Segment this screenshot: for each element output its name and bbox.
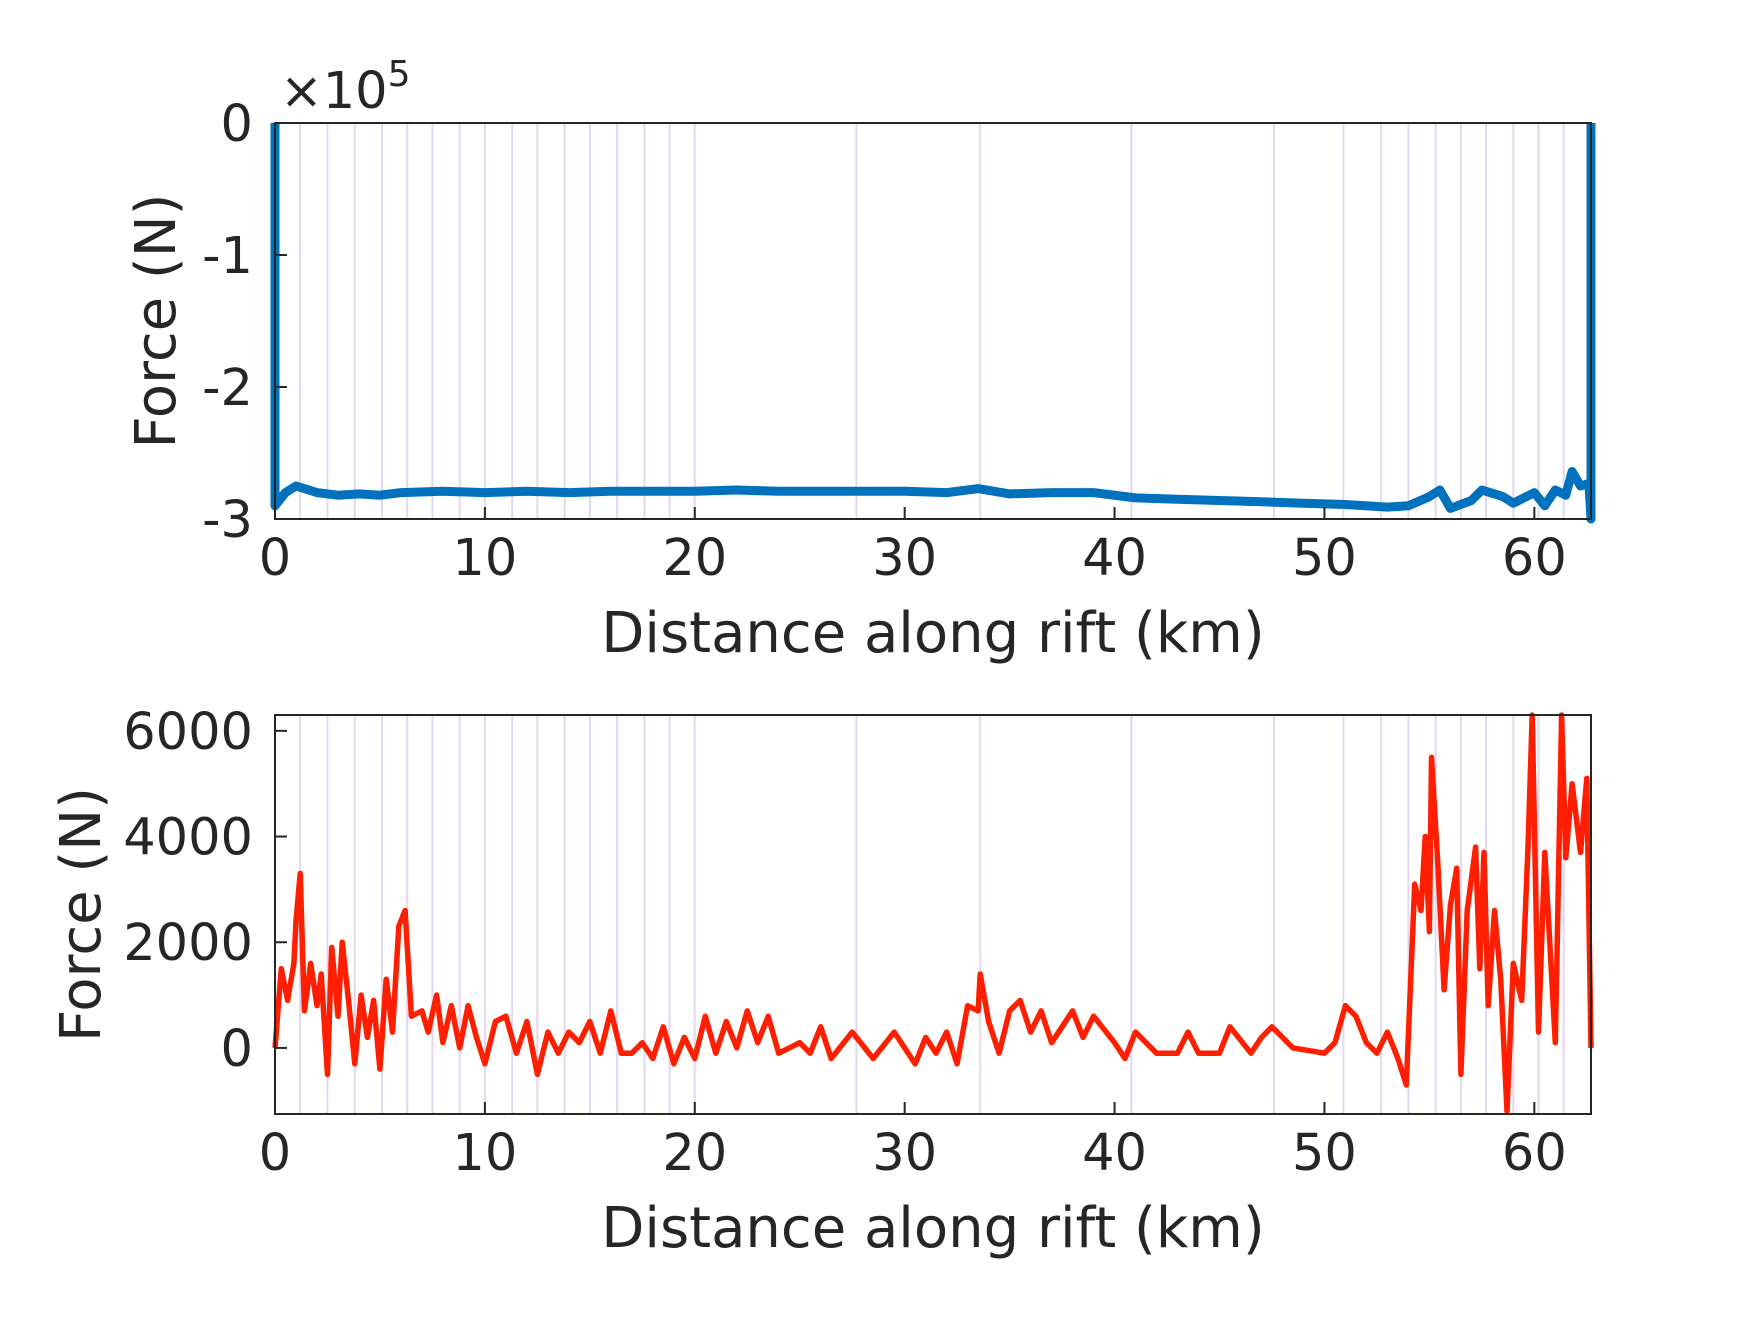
x-tick-label: 30	[872, 529, 937, 588]
y-tick-label: 6000	[123, 703, 253, 762]
y-tick-label: 4000	[123, 809, 253, 868]
x-tick-label: 40	[1082, 529, 1147, 588]
axes-box	[274, 122, 1592, 520]
multiplier-exponent: 5	[388, 54, 411, 95]
x-tick-label: 50	[1292, 1124, 1357, 1183]
data-line	[272, 712, 1594, 1115]
y-axis-label: Force (N)	[49, 787, 114, 1042]
x-tick-label: 60	[1502, 529, 1567, 588]
y-axis-label: Force (N)	[124, 194, 189, 449]
data-line	[270, 123, 1596, 524]
y-tick-label: 2000	[123, 914, 253, 973]
x-tick-label: 20	[662, 1124, 727, 1183]
x-tick-label: 10	[452, 529, 517, 588]
y-tick-label: -2	[202, 359, 253, 418]
x-tick-label: 30	[872, 1124, 937, 1183]
axis-multiplier: ×105	[280, 54, 411, 121]
x-tick-label: 40	[1082, 1124, 1147, 1183]
y-tick-label: -3	[202, 491, 253, 550]
x-tick-label: 50	[1292, 529, 1357, 588]
y-tick-label: -1	[202, 227, 253, 286]
x-tick-label: 60	[1502, 1124, 1567, 1183]
x-axis-label: Distance along rift (km)	[601, 1196, 1264, 1261]
axes-box	[274, 714, 1592, 1115]
x-tick-label: 20	[662, 529, 727, 588]
x-tick-label: 0	[259, 1124, 291, 1183]
y-tick-label: 0	[221, 1020, 253, 1079]
x-axis-label: Distance along rift (km)	[601, 601, 1264, 666]
multiplier-base: ×10	[280, 62, 388, 121]
y-tick-label: 0	[221, 95, 253, 154]
x-tick-label: 10	[452, 1124, 517, 1183]
x-tick-label: 0	[259, 529, 291, 588]
